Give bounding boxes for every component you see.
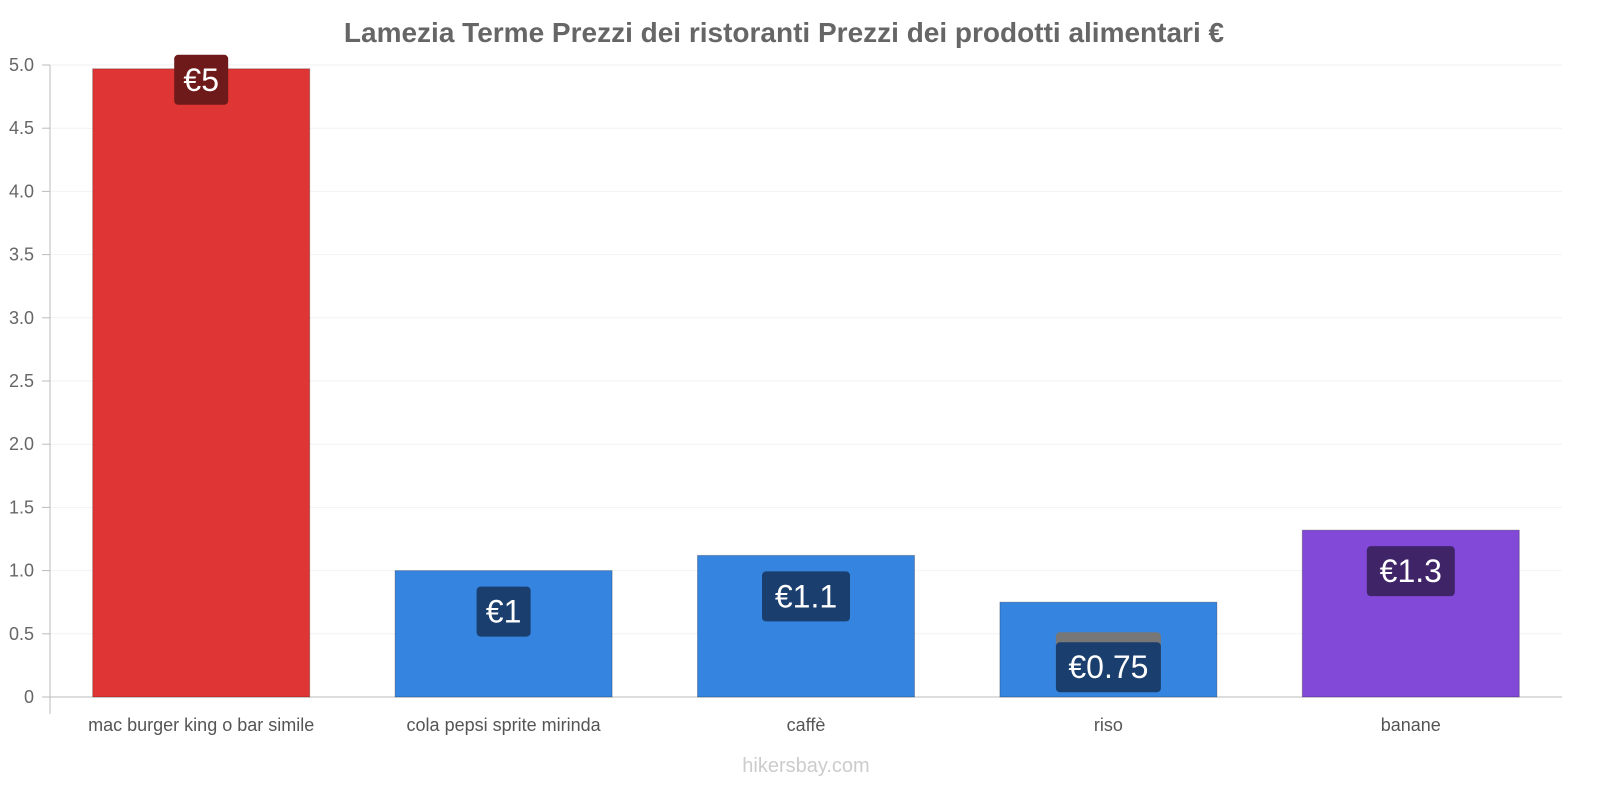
x-tick-label: riso <box>1094 715 1123 735</box>
data-label: €5 <box>183 62 219 98</box>
y-tick-label: 1.0 <box>9 561 34 581</box>
data-label-box <box>1366 546 1455 597</box>
y-tick-label: 0.5 <box>9 624 34 644</box>
data-label: €0.75 <box>1068 649 1148 685</box>
data-label: €1.1 <box>775 578 837 614</box>
y-tick-label: 0 <box>24 687 34 707</box>
y-tick-label: 2.0 <box>9 434 34 454</box>
y-tick-label: 4.5 <box>9 118 34 138</box>
data-label: €1 <box>486 594 522 630</box>
x-tick-label: mac burger king o bar simile <box>88 715 314 735</box>
y-tick-label: 3.0 <box>9 308 34 328</box>
data-label-box <box>476 586 531 637</box>
y-tick-label: 4.0 <box>9 181 34 201</box>
data-label-box <box>1055 642 1161 693</box>
y-tick-label: 3.5 <box>9 245 34 265</box>
y-tick-label: 1.5 <box>9 497 34 517</box>
y-tick-label: 5.0 <box>9 55 34 75</box>
data-label-box <box>174 54 229 105</box>
data-label: €1.3 <box>1380 553 1442 589</box>
bar <box>92 68 311 698</box>
x-tick-label: banane <box>1381 715 1441 735</box>
x-tick-label: caffè <box>787 715 826 735</box>
x-tick-label: cola pepsi sprite mirinda <box>407 715 602 735</box>
data-label-box <box>762 571 850 622</box>
watermark: hikersbay.com <box>742 755 869 777</box>
chart-title: Lamezia Terme Prezzi dei ristoranti Prez… <box>344 17 1225 48</box>
y-tick-label: 2.5 <box>9 371 34 391</box>
